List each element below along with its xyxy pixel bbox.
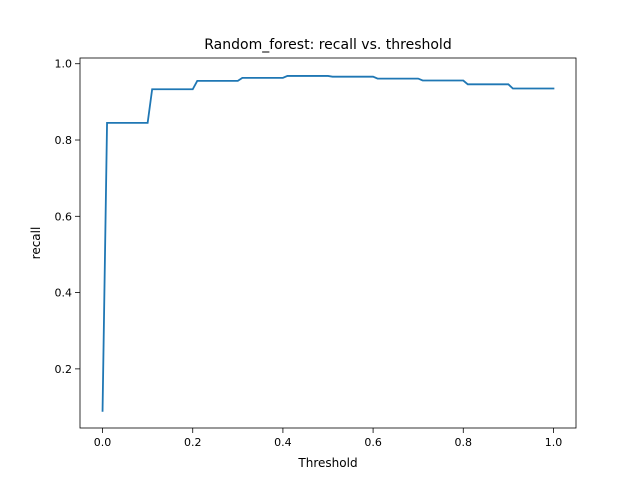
y-axis: 0.2 0.4 0.6 0.8 1.0 <box>55 58 80 376</box>
chart-title: Random_forest: recall vs. threshold <box>204 37 451 53</box>
x-tick-label: 0.8 <box>455 436 473 449</box>
y-tick-label: 0.8 <box>55 134 73 147</box>
y-tick-label: 0.2 <box>55 363 73 376</box>
x-tick-label: 1.0 <box>545 436 563 449</box>
y-axis-label: recall <box>29 227 43 260</box>
x-axis-label: Threshold <box>297 456 357 470</box>
x-tick-label: 0.0 <box>94 436 112 449</box>
y-tick-label: 0.4 <box>55 287 73 300</box>
y-tick-label: 0.6 <box>55 210 73 223</box>
recall-line-series <box>101 75 555 412</box>
plot-area <box>80 58 576 428</box>
x-tick-label: 0.6 <box>364 436 382 449</box>
y-tick-label: 1.0 <box>55 58 73 71</box>
x-axis: 0.0 0.2 0.4 0.6 0.8 1.0 <box>94 428 562 449</box>
x-tick-label: 0.4 <box>274 436 292 449</box>
x-tick-label: 0.2 <box>184 436 202 449</box>
plot-frame <box>79 57 577 429</box>
